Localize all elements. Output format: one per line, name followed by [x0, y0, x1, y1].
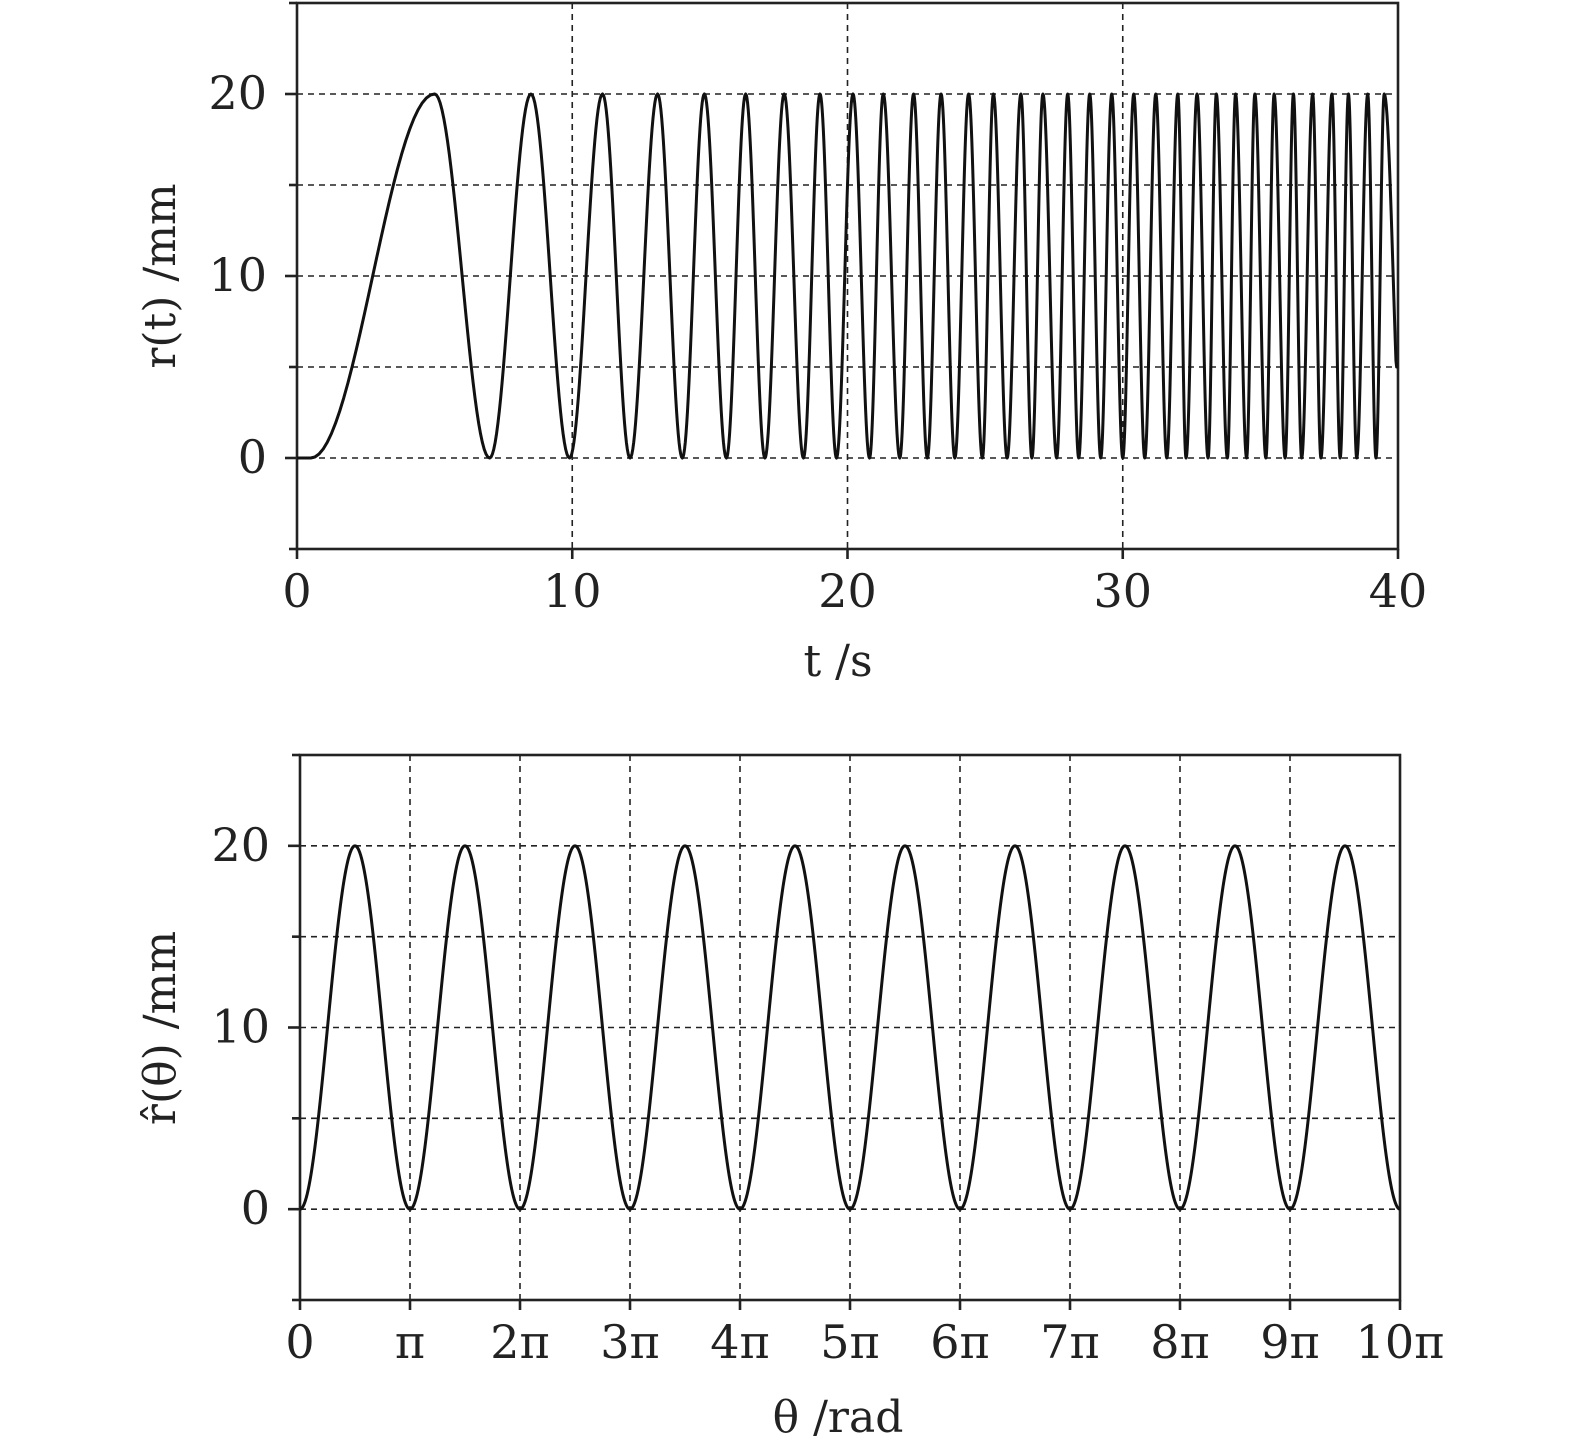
angle-chart-x-tick-labels: 0 π 2π 3π 4π 5π 6π 7π 8π 9π 10π	[285, 1315, 1444, 1369]
time-chart-x-tick-label: 30	[1093, 564, 1152, 618]
angle-chart-x-tick-label: 6π	[930, 1315, 990, 1369]
angle-chart-grid	[300, 755, 1400, 1300]
time-chart-y-tick-label: 20	[208, 66, 267, 120]
angle-chart-x-tick-label: 10π	[1356, 1315, 1445, 1369]
time-chart-ticks	[285, 1, 1400, 559]
angle-chart-y-tick-label: 10	[211, 1000, 270, 1054]
angle-chart-series-line	[299, 844, 1401, 1211]
time-chart-y-tick-labels: 0 10 20	[208, 66, 267, 484]
angle-chart-x-tick-label: 4π	[710, 1315, 770, 1369]
angle-chart-y-tick-label: 0	[241, 1181, 270, 1235]
angle-chart-x-tick-label: 3π	[600, 1315, 660, 1369]
time-chart-x-tick-label: 0	[282, 564, 311, 618]
time-chart-x-tick-labels: 0 10 20 30 40	[282, 564, 1427, 618]
angle-chart-x-tick-label: 2π	[490, 1315, 550, 1369]
time-chart-x-tick-label: 40	[1369, 564, 1428, 618]
time-chart-x-axis-label: t /s	[803, 636, 872, 687]
angle-chart-y-tick-labels: 0 10 20	[211, 818, 270, 1235]
angle-chart-x-tick-label: 8π	[1150, 1315, 1210, 1369]
time-chart-x-tick-label: 20	[818, 564, 877, 618]
angle-chart-x-tick-label: 5π	[820, 1315, 880, 1369]
time-chart-series-line	[295, 92, 1399, 460]
angle-chart-y-axis-label: r̂(θ) /mm	[135, 931, 186, 1125]
time-chart-y-tick-label: 0	[238, 430, 267, 484]
time-chart-x-tick-label: 10	[543, 564, 602, 618]
angle-chart-ticks	[288, 753, 1402, 1310]
time-chart-y-tick-label: 10	[208, 248, 267, 302]
angle-chart-x-axis-label: θ /rad	[773, 1392, 904, 1443]
angle-chart-y-tick-label: 20	[211, 818, 270, 872]
angle-domain-chart: 0 π 2π 3π 4π 5π 6π 7π 8π 9π 10π 0 10 20 θ /rad r̂(θ)…	[135, 753, 1444, 1443]
angle-chart-x-tick-label: 7π	[1040, 1315, 1100, 1369]
time-domain-chart: 0 10 20 30 40 0 10 20 t /s r(t) /mm	[135, 1, 1427, 687]
angle-chart-x-tick-label: 0	[285, 1315, 314, 1369]
time-chart-y-axis-label: r(t) /mm	[135, 183, 186, 368]
angle-chart-x-tick-label: π	[395, 1315, 425, 1369]
angle-chart-x-tick-label: 9π	[1260, 1315, 1320, 1369]
